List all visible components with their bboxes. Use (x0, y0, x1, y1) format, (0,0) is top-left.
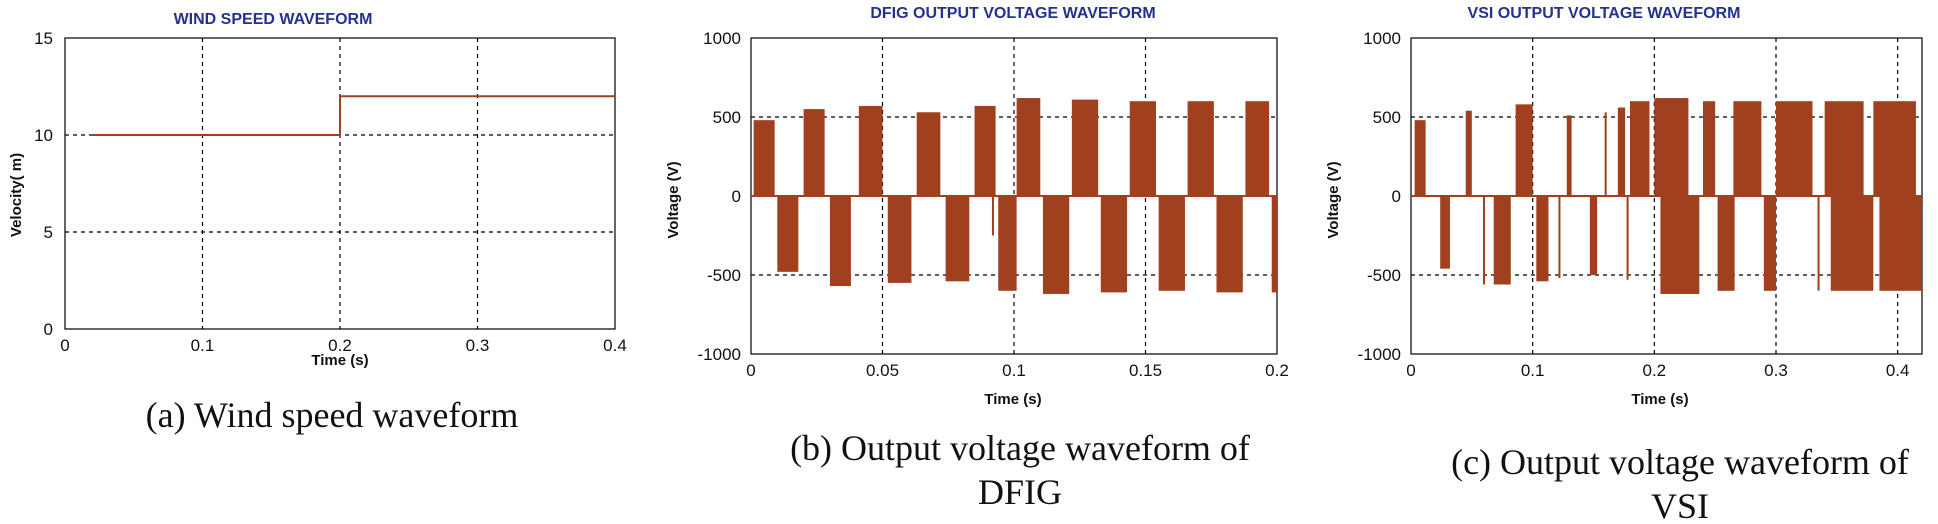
x-ticks-vsi: 0 0.1 0.2 0.3 0.4 (1406, 361, 1909, 380)
series-dfig (751, 98, 1277, 294)
caption-dfig-line-1: (b) Output voltage waveform of (790, 428, 1250, 468)
y-tick-label: -500 (1367, 266, 1401, 285)
x-tick-label: 0.2 (328, 336, 352, 355)
voltage-pulse-band (1129, 101, 1157, 196)
y-axis-label-wind-speed: Velocity( m) (8, 153, 25, 237)
voltage-pulse-band (1717, 196, 1735, 291)
caption-dfig-line-2: DFIG (978, 472, 1062, 512)
y-tick-label: 500 (713, 108, 741, 127)
voltage-pulse-band (1617, 107, 1626, 196)
voltage-pulse-band (998, 196, 1017, 291)
voltage-pulse-band (1465, 110, 1472, 196)
series-wind-speed (92, 95, 615, 136)
voltage-pulse-band (1703, 101, 1716, 196)
x-tick-label: 0.3 (1764, 361, 1788, 380)
x-tick-label: 0.2 (1265, 361, 1289, 380)
y-axis-label-vsi: Voltage (V) (1325, 161, 1342, 238)
y-axis-label-dfig: Voltage (V) (665, 161, 682, 238)
vsi-voltage-chart: VSI OUTPUT VOLTAGE WAVEFORM 0 0.1 0.2 0.3 0.… (1325, 5, 1923, 524)
x-tick-label: 0.15 (1129, 361, 1162, 380)
voltage-pulse-band (1100, 196, 1128, 293)
voltage-pulse-band (1879, 196, 1922, 291)
x-tick-label: 0.1 (1002, 361, 1026, 380)
voltage-pulse-band (1763, 196, 1776, 291)
voltage-pulse-band (1630, 101, 1650, 196)
voltage-pulse-band (1824, 101, 1864, 196)
y-tick-label: 1000 (1363, 29, 1401, 48)
x-tick-label: 0.4 (603, 336, 627, 355)
x-tick-label: 0.3 (466, 336, 490, 355)
voltage-pulse-band (1271, 196, 1277, 293)
voltage-pulse-band (829, 196, 851, 287)
caption-wind-speed: (a) Wind speed waveform (146, 395, 519, 435)
voltage-pulse-band (1660, 196, 1700, 294)
x-tick-label: 0.2 (1643, 361, 1667, 380)
y-ticks-vsi: -1000 -500 0 500 1000 (1358, 29, 1401, 364)
voltage-pulse-band (1493, 196, 1511, 285)
y-tick-label: 1000 (703, 29, 741, 48)
voltage-pulse-band (1158, 196, 1185, 291)
series-vsi (1411, 98, 1922, 294)
voltage-pulse-band (1654, 98, 1689, 196)
x-axis-label-wind-speed: Time (s) (311, 352, 368, 369)
y-ticks-dfig: -1000 -500 0 500 1000 (698, 29, 741, 364)
voltage-pulse-band (1414, 120, 1426, 196)
caption-vsi-line-1: (c) Output voltage waveform of (1451, 442, 1909, 482)
y-tick-label: 15 (34, 29, 53, 48)
voltage-pulse-band (1536, 196, 1549, 282)
voltage-pulse-band (803, 109, 825, 196)
caption-vsi-line-2: VSI (1651, 486, 1709, 524)
voltage-pulse-band (1042, 196, 1070, 294)
voltage-pulse-band (1440, 196, 1450, 269)
series-line (92, 95, 615, 136)
chart-title-wind-speed: WIND SPEED WAVEFORM (174, 11, 373, 28)
voltage-pulse-band (1776, 101, 1813, 196)
x-tick-label: 0.1 (1521, 361, 1545, 380)
voltage-pulse-band (974, 105, 996, 196)
voltage-pulse-band (753, 120, 775, 196)
wind-speed-chart: WIND SPEED WAVEFORM 0 0.1 0.2 0.3 0.4 0 5 10 15… (8, 11, 627, 435)
voltage-pulse-band (1515, 104, 1533, 196)
voltage-pulse-band (1016, 98, 1041, 196)
y-tick-label: 0 (44, 320, 53, 339)
voltage-pulse-band (1589, 196, 1598, 275)
x-axis-label-dfig: Time (s) (984, 391, 1041, 408)
x-tick-label: 0.4 (1886, 361, 1910, 380)
voltage-pulse-band (945, 196, 970, 282)
y-tick-label: 500 (1373, 108, 1401, 127)
y-tick-label: 0 (732, 187, 741, 206)
y-tick-label: 5 (44, 223, 53, 242)
y-tick-label: -1000 (1358, 345, 1401, 364)
voltage-pulse-band (1733, 101, 1762, 196)
x-axis-label-vsi: Time (s) (1631, 391, 1688, 408)
voltage-pulse-band (1566, 115, 1572, 196)
voltage-pulse-band (1873, 101, 1916, 196)
dfig-voltage-chart: DFIG OUTPUT VOLTAGE WAVEFORM 0 0.05 0.1 0.1… (665, 5, 1289, 512)
voltage-pulse-band (1187, 101, 1214, 196)
chart-title-dfig: DFIG OUTPUT VOLTAGE WAVEFORM (870, 5, 1155, 22)
voltage-pulse-band (887, 196, 912, 283)
x-tick-label: 0 (1406, 361, 1415, 380)
y-tick-label: -1000 (698, 345, 741, 364)
voltage-pulse-band (777, 196, 799, 272)
y-ticks-wind-speed: 0 5 10 15 (34, 29, 53, 339)
voltage-pulse-band (916, 112, 941, 196)
voltage-pulse-band (1071, 99, 1099, 196)
x-tick-label: 0.05 (866, 361, 899, 380)
y-tick-label: 10 (34, 126, 53, 145)
voltage-pulse-band (1216, 196, 1243, 293)
x-tick-label: 0 (60, 336, 69, 355)
x-tick-label: 0.1 (191, 336, 215, 355)
chart-title-vsi: VSI OUTPUT VOLTAGE WAVEFORM (1468, 5, 1741, 22)
x-ticks-wind-speed: 0 0.1 0.2 0.3 0.4 (60, 336, 627, 355)
x-ticks-dfig: 0 0.05 0.1 0.15 0.2 (746, 361, 1289, 380)
voltage-pulse-band (1245, 101, 1270, 196)
voltage-pulse-band (858, 105, 883, 196)
voltage-pulse-band (1830, 196, 1874, 291)
y-tick-label: 0 (1392, 187, 1401, 206)
y-tick-label: -500 (707, 266, 741, 285)
x-tick-label: 0 (746, 361, 755, 380)
